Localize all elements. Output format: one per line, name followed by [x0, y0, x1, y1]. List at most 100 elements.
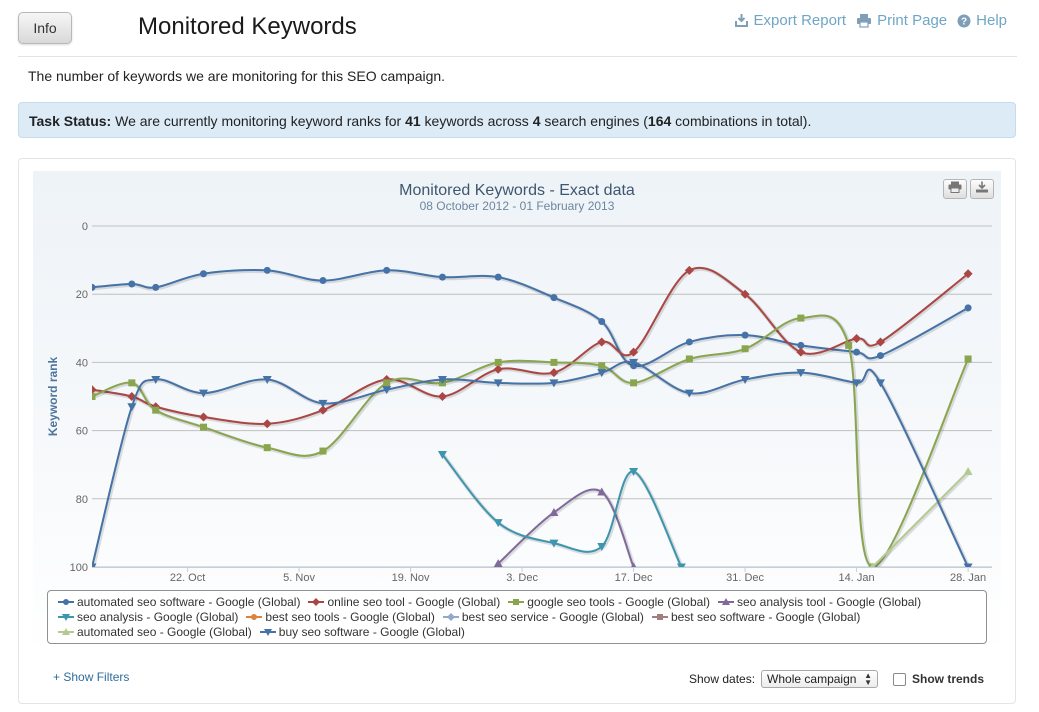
page-description: The number of keywords we are monitoring… [28, 68, 446, 84]
y-tick-label: 100 [70, 562, 88, 574]
data-point [796, 347, 806, 357]
data-point [741, 345, 749, 353]
legend-label: google seo tools - Google (Global) [527, 595, 710, 609]
data-point [629, 347, 639, 357]
data-point [92, 393, 96, 400]
data-point [437, 450, 447, 459]
task-status-text-1: We are currently monitoring keyword rank… [111, 113, 406, 129]
legend-item[interactable]: seo analysis tool - Google (Global) [718, 595, 921, 609]
data-point [128, 379, 136, 387]
legend-swatch-icon [308, 598, 325, 606]
legend-item[interactable]: best seo service - Google (Global) [442, 610, 644, 624]
series-line [92, 314, 970, 567]
legend-item[interactable]: best seo tools - Google (Global) [246, 610, 435, 624]
data-point [263, 266, 271, 274]
x-tick-label: 5. Nov [283, 572, 315, 584]
data-point [797, 314, 805, 322]
printer-icon [856, 13, 872, 28]
show-filters-link[interactable]: + Show Filters [53, 670, 130, 684]
legend-swatch-icon [651, 614, 668, 620]
legend-swatch-icon [718, 598, 734, 605]
data-point [741, 331, 749, 339]
data-point [550, 358, 558, 366]
show-trends-checkbox[interactable] [893, 672, 906, 686]
print-page-label: Print Page [877, 12, 948, 29]
legend-swatch-icon [246, 614, 263, 620]
series-0 [92, 266, 972, 370]
chart-print-button[interactable] [943, 179, 967, 199]
data-point [631, 562, 637, 567]
y-axis-title: Keyword rank [46, 356, 60, 436]
data-point [963, 563, 973, 567]
keyword-count: 41 [405, 113, 421, 129]
legend-item[interactable]: automated seo - Google (Global) [58, 625, 252, 639]
legend-swatch-marker [62, 614, 70, 621]
data-point [318, 405, 328, 415]
series-line-shadow [872, 471, 971, 567]
data-point [963, 269, 973, 279]
info-button[interactable]: Info [18, 12, 72, 44]
data-point [200, 270, 208, 278]
series-line [92, 360, 970, 567]
legend-item[interactable]: seo analysis - Google (Global) [58, 610, 238, 624]
data-point [875, 337, 885, 347]
task-status-label: Task Status: [29, 113, 112, 129]
data-point [549, 539, 559, 548]
data-point [963, 467, 973, 476]
series-line-shadow [92, 266, 971, 427]
series-8 [869, 467, 973, 567]
y-tick-label: 60 [76, 426, 88, 438]
data-point [494, 358, 502, 366]
legend-label: buy seo software - Google (Global) [278, 625, 465, 639]
series-line-shadow [441, 454, 685, 567]
help-link[interactable]: ? Help [957, 12, 1007, 29]
legend-item[interactable]: best seo software - Google (Global) [651, 610, 861, 624]
data-point [852, 379, 862, 388]
legend-item[interactable]: automated seo software - Google (Global) [58, 595, 300, 609]
legend-label: seo analysis - Google (Global) [77, 610, 239, 624]
data-point [598, 362, 606, 370]
legend-swatch-marker [62, 628, 70, 635]
page-title: Monitored Keywords [138, 13, 357, 40]
export-icon [734, 13, 749, 28]
legend-item[interactable]: online seo tool - Google (Global) [308, 595, 500, 609]
legend-label: best seo software - Google (Global) [670, 610, 861, 624]
legend-label: best seo service - Google (Global) [461, 610, 644, 624]
data-point [597, 337, 607, 347]
y-tick-label: 0 [82, 221, 88, 233]
data-point [437, 375, 447, 384]
x-tick-label: 28. Jan [950, 572, 986, 584]
data-point [493, 519, 503, 528]
data-point [438, 273, 446, 281]
task-status-text-4: combinations in total). [671, 113, 812, 129]
export-report-label: Export Report [753, 12, 847, 29]
data-point [845, 341, 853, 349]
print-page-link[interactable]: Print Page [856, 12, 947, 29]
data-point [152, 406, 160, 414]
export-report-link[interactable]: Export Report [734, 12, 847, 29]
chart-legend: automated seo software - Google (Global)… [47, 590, 987, 644]
legend-swatch-marker [656, 614, 663, 620]
data-point [597, 543, 607, 552]
data-point [796, 369, 806, 378]
help-icon: ? [957, 14, 971, 28]
data-point [685, 355, 693, 363]
data-point [493, 559, 503, 567]
x-tick-label: 19. Nov [392, 572, 430, 584]
legend-label: best seo tools - Google (Global) [265, 610, 435, 624]
legend-label: seo analysis tool - Google (Global) [737, 595, 922, 609]
chart-export-button[interactable] [970, 179, 994, 199]
x-tick-label: 22. Oct [170, 572, 205, 584]
legend-item[interactable]: google seo tools - Google (Global) [508, 595, 710, 609]
data-point [597, 487, 607, 496]
legend-swatch-icon [259, 629, 276, 636]
chart-subtitle: 08 October 2012 - 01 February 2013 [420, 199, 615, 213]
data-point [549, 507, 559, 516]
show-dates-select[interactable]: Whole campaign ▲ ▼ [761, 670, 879, 688]
data-point [382, 386, 392, 395]
legend-swatch-icon [58, 614, 74, 621]
legend-item[interactable]: buy seo software - Google (Global) [259, 625, 465, 639]
series-1 [92, 265, 973, 429]
legend-swatch-marker [251, 614, 258, 620]
data-point [152, 283, 160, 291]
